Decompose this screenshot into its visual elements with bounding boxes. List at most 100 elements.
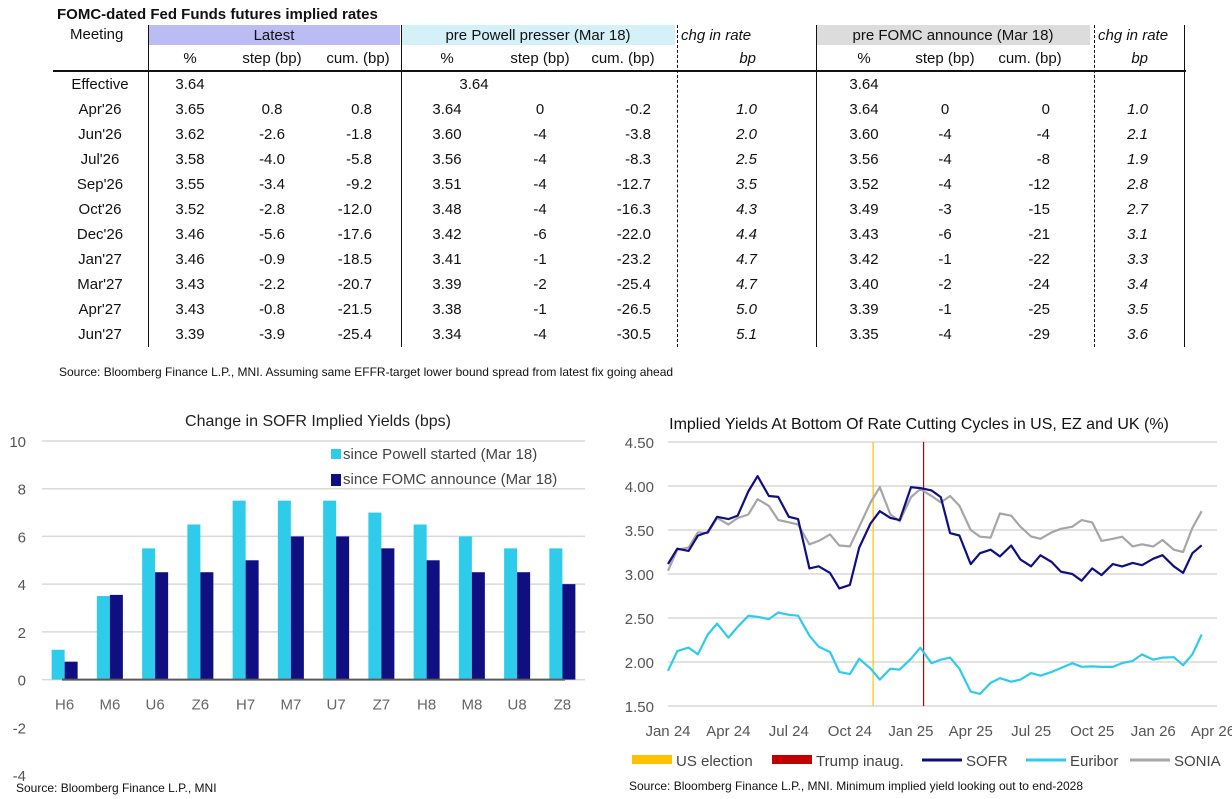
chg-header-2: chg in rate: [1098, 27, 1169, 44]
cell-f-cum: -29: [1028, 326, 1050, 343]
cell-f-step: -4: [938, 176, 952, 193]
subheader-pct: %: [440, 50, 454, 67]
cell-f-step: -6: [938, 226, 952, 243]
cell-p-pct: 3.64: [432, 101, 462, 118]
cell-chg2: 3.6: [1127, 326, 1148, 343]
fomc-header-bg: [817, 25, 1090, 45]
cell-chg1: 4.4: [736, 226, 757, 243]
cell-chg1: 1.0: [736, 101, 757, 118]
cell-meeting: Oct'26: [78, 201, 122, 218]
cell-l-cum: 0.8: [351, 101, 372, 118]
cell-l-cum: -21.5: [337, 301, 372, 318]
x-tick-label: Jul 24: [769, 723, 809, 740]
cell-meeting: Mar'27: [77, 276, 123, 293]
cell-f-cum: -21: [1028, 226, 1050, 243]
divider: [816, 25, 817, 347]
bar-powell: [323, 500, 337, 680]
cell-l-cum: -17.6: [337, 226, 372, 243]
cell-p-step: -4: [533, 176, 547, 193]
cell-p-cum: -8.3: [625, 151, 651, 168]
table-source: Source: Bloomberg Finance L.P., MNI. Ass…: [59, 365, 674, 379]
cell-f-pct: 3.56: [849, 151, 879, 168]
cell-l-cum: -9.2: [346, 176, 372, 193]
cell-p-pct: 3.38: [432, 301, 462, 318]
x-tick-label: U8: [508, 697, 527, 714]
cell-p-step: -4: [533, 201, 547, 218]
legend-swatch: [772, 755, 812, 764]
cell-p-cum: -25.4: [616, 276, 651, 293]
bar-fomc: [155, 572, 169, 680]
x-tick-label: H7: [236, 697, 255, 714]
x-tick-label: U7: [327, 697, 346, 714]
x-tick-label: Jul 25: [1011, 723, 1051, 740]
cell-f-step: -1: [938, 301, 952, 318]
bar-fomc: [64, 661, 78, 680]
y-tick-label: 2.00: [625, 655, 654, 672]
bar-fomc: [517, 572, 531, 680]
bar-powell: [549, 548, 563, 680]
y-tick-label: 6: [18, 529, 26, 546]
bar-powell: [232, 500, 246, 680]
cell-f-step: -4: [938, 326, 952, 343]
bar-fomc: [471, 572, 485, 680]
y-tick-label: -4: [13, 768, 26, 785]
cell-meeting: Apr'27: [78, 301, 122, 318]
cell-f-cum: -25: [1028, 301, 1050, 318]
cell-f-cum: -22: [1028, 251, 1050, 268]
x-tick-label: H6: [55, 697, 74, 714]
cell-p-step: -1: [533, 251, 547, 268]
cell-meeting: Apr'26: [78, 101, 122, 118]
cell-p-cum: -16.3: [616, 201, 651, 218]
cell-p-step: -4: [533, 151, 547, 168]
cell-l-cum: -18.5: [337, 251, 372, 268]
cell-l-step: -3.9: [259, 326, 285, 343]
y-tick-label: -2: [13, 720, 26, 737]
cell-chg2: 1.0: [1127, 101, 1148, 118]
legend-label: since Powell started (Mar 18): [343, 446, 537, 463]
cell-l-step: -2.8: [259, 201, 285, 218]
cell-f-pct: 3.64: [849, 76, 879, 93]
legend-label: since FOMC announce (Mar 18): [343, 471, 557, 488]
bar-powell: [277, 500, 291, 680]
cell-l-pct: 3.43: [175, 301, 205, 318]
cell-l-step: -5.6: [259, 226, 285, 243]
legend-label: US election: [676, 753, 753, 770]
cell-chg2: 3.4: [1127, 276, 1148, 293]
x-tick-label: Oct 25: [1070, 723, 1114, 740]
cell-f-pct: 3.42: [849, 251, 879, 268]
x-tick-label: M8: [461, 697, 482, 714]
cell-chg2: 3.3: [1127, 251, 1148, 268]
cell-l-cum: -1.8: [346, 126, 372, 143]
cell-l-step: -2.6: [259, 126, 285, 143]
cell-p-cum: -0.2: [625, 101, 651, 118]
legend-swatch: [632, 755, 672, 764]
fomc-header: pre FOMC announce (Mar 18): [852, 27, 1054, 44]
subheader-bp: bp: [1131, 50, 1148, 67]
cell-f-pct: 3.64: [849, 101, 879, 118]
series-line-euribor: [667, 611, 1203, 695]
chart-title: Implied Yields At Bottom Of Rate Cutting…: [669, 416, 1169, 433]
cell-chg1: 3.5: [736, 176, 757, 193]
subheader-step: step (bp): [915, 50, 975, 67]
cell-l-pct: 3.46: [175, 251, 205, 268]
cell-f-pct: 3.40: [849, 276, 879, 293]
header-rule: [53, 70, 1186, 72]
cell-f-step: -4: [938, 126, 952, 143]
cell-p-cum: -26.5: [616, 301, 651, 318]
bar-powell: [96, 596, 110, 680]
cell-chg1: 5.1: [736, 326, 757, 343]
y-tick-label: 2: [18, 625, 26, 642]
cell-chg1: 2.0: [736, 126, 757, 143]
cell-chg2: 2.7: [1127, 201, 1148, 218]
bar-chart: Change in SOFR Implied Yields (bps) 10 8 6 4…: [9, 413, 585, 795]
cell-p-pct: 3.39: [432, 276, 462, 293]
cell-l-step: -0.8: [259, 301, 285, 318]
cell-chg2: 1.9: [1127, 151, 1148, 168]
legend-swatch: [331, 474, 341, 486]
cell-l-step: -3.4: [259, 176, 285, 193]
cell-chg2: 2.1: [1127, 126, 1148, 143]
cell-p-pct: 3.41: [432, 251, 462, 268]
cell-p-step: 0: [535, 101, 545, 118]
cell-l-step: -0.9: [259, 251, 285, 268]
